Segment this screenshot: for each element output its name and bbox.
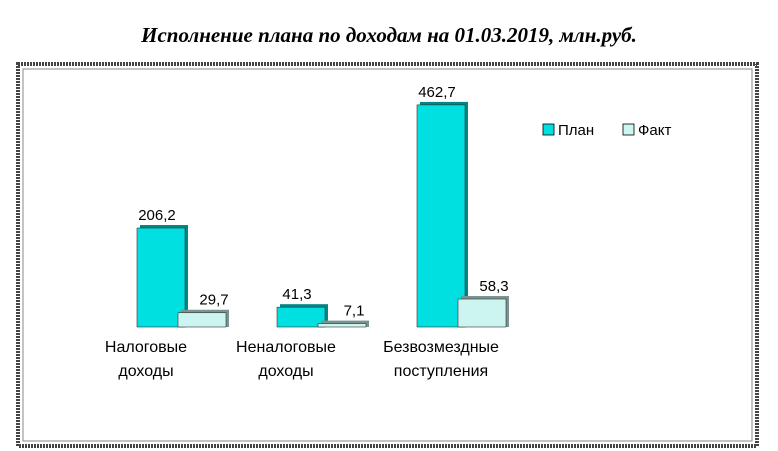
value-label: 58,3 xyxy=(479,278,508,295)
chart-title: Исполнение плана по доходам на 01.03.201… xyxy=(140,23,637,47)
legend-swatch xyxy=(622,123,635,136)
x-tick-label: Неналоговые доходы xyxy=(236,339,336,380)
legend-swatch xyxy=(542,123,555,136)
value-label: 462,7 xyxy=(418,84,456,101)
x-tick-label: Налоговые доходы xyxy=(104,339,188,380)
bar xyxy=(416,104,466,328)
chart-frame xyxy=(16,62,759,448)
chart-frame-inner xyxy=(22,68,753,442)
value-label: 7,1 xyxy=(344,303,365,320)
x-tick-label: Безвозмездные поступления xyxy=(383,339,499,380)
value-label: 29,7 xyxy=(199,292,228,309)
value-label: 41,3 xyxy=(282,286,311,303)
bar xyxy=(457,298,507,328)
value-label: 206,2 xyxy=(138,207,176,224)
bar xyxy=(136,227,186,328)
bar xyxy=(276,306,326,328)
legend-label: Факт xyxy=(638,122,671,139)
legend-label: План xyxy=(558,122,594,139)
bar xyxy=(177,312,227,328)
bar xyxy=(317,323,367,328)
